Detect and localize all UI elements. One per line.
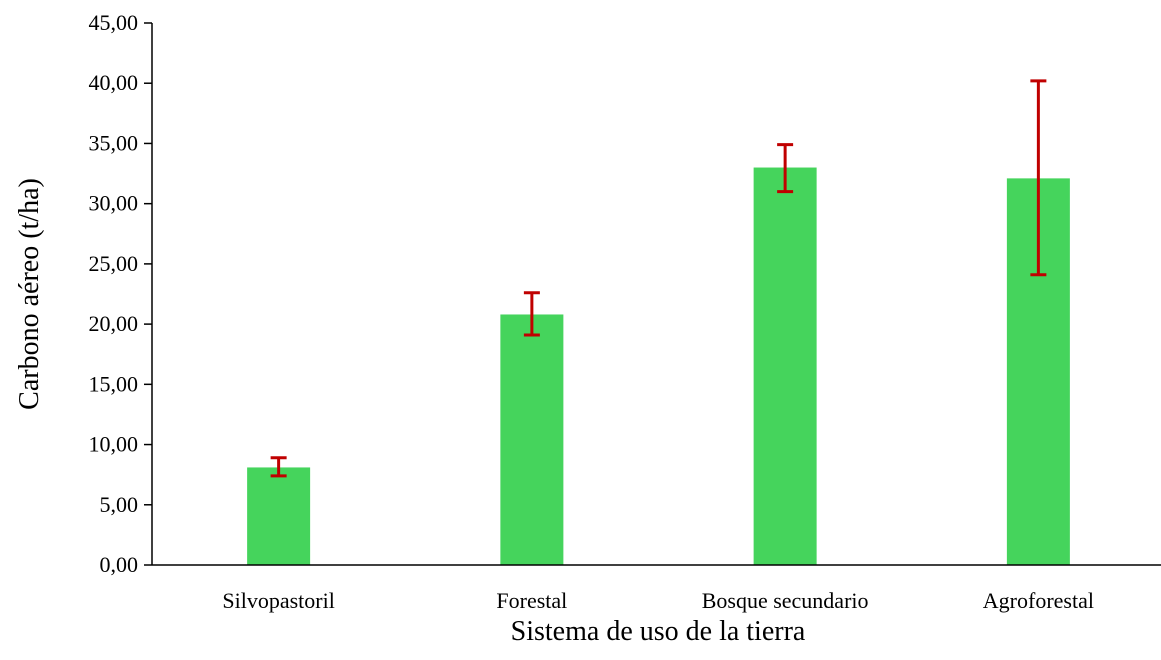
- y-ticks-layer: 0,00 5,00 10,00 15,00 20,00 25,00 30,00 35,00 40…: [89, 10, 152, 577]
- y-tick-label: 45,00: [89, 10, 139, 35]
- x-axis-title: Sistema de uso de la tierra: [511, 616, 806, 647]
- y-tick-label: 15,00: [89, 371, 139, 396]
- bar: [753, 167, 817, 566]
- x-tick-label: Silvopastoril: [222, 588, 334, 613]
- y-axis-title: Carbono aéreo (t/ha): [14, 178, 45, 410]
- error-bars-layer: [270, 79, 1047, 478]
- y-tick-label: 20,00: [89, 311, 139, 336]
- y-tick-label: 30,00: [89, 191, 139, 216]
- y-tick-label: 35,00: [89, 130, 139, 155]
- bar: [247, 467, 311, 565]
- x-tick-label: Bosque secundario: [702, 588, 869, 613]
- y-tick-label: 5,00: [100, 492, 139, 517]
- y-tick-label: 40,00: [89, 70, 139, 95]
- x-tick-label: Agroforestal: [983, 588, 1094, 613]
- y-tick-label: 25,00: [89, 251, 139, 276]
- x-tick-label: Forestal: [496, 588, 567, 613]
- y-tick-label: 10,00: [89, 432, 139, 457]
- x-labels-layer: Silvopastoril Forestal Bosque secundario Ag…: [222, 588, 1094, 613]
- bars-layer: [247, 167, 1070, 566]
- axes-layer: [151, 23, 1161, 566]
- bar: [500, 314, 564, 565]
- y-tick-label: 0,00: [100, 552, 139, 577]
